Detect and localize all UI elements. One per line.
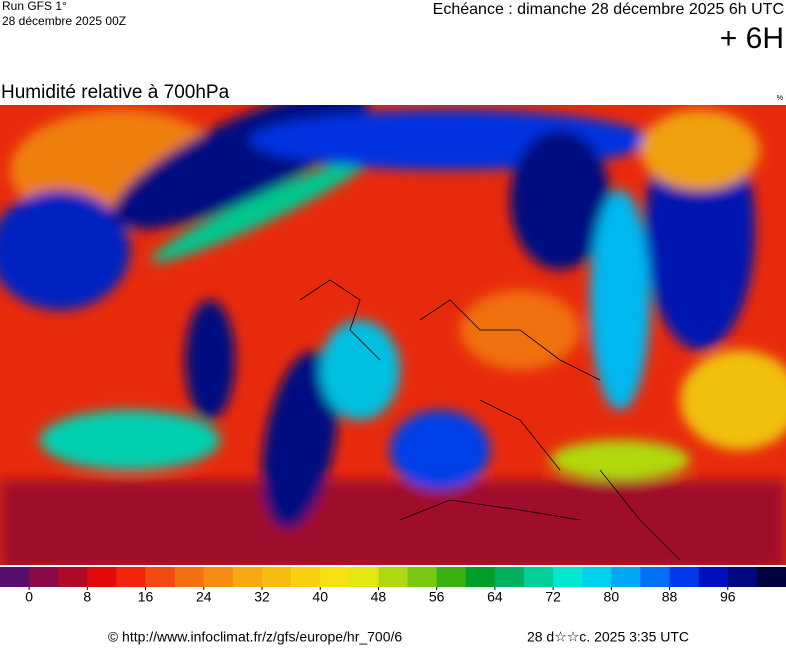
run-label: Run GFS 1° <box>2 0 67 13</box>
color-swatch <box>0 567 30 587</box>
color-swatch <box>203 567 234 587</box>
color-swatch <box>291 567 321 587</box>
run-date: 28 décembre 2025 00Z <box>2 14 126 28</box>
color-swatch <box>58 567 88 587</box>
color-swatch <box>116 567 147 587</box>
lead-time: + 6H <box>720 22 784 55</box>
tick-label: 0 <box>25 589 33 605</box>
source: © http://www.infoclimat.fr/z/gfs/europe/… <box>108 629 403 645</box>
tick-label: 24 <box>196 589 212 605</box>
color-swatch <box>349 567 379 587</box>
tick-label: 88 <box>662 589 678 605</box>
color-swatch <box>378 567 409 587</box>
colorbar: 0 8 16 24 32 40 48 56 64 72 80 88 96 <box>0 567 786 605</box>
color-swatch <box>465 567 496 587</box>
color-swatch <box>29 567 59 587</box>
color-swatch <box>553 567 583 587</box>
tick-label: 40 <box>312 589 328 605</box>
tick-label: 56 <box>429 589 445 605</box>
color-swatch <box>320 567 350 587</box>
color-swatch <box>524 567 554 587</box>
color-swatch <box>698 567 729 587</box>
color-swatch <box>407 567 438 587</box>
tick-label: 32 <box>254 589 270 605</box>
color-swatch <box>87 567 117 587</box>
valid-time: Echéance : dimanche 28 décembre 2025 6h … <box>433 1 784 18</box>
unit: % <box>777 95 783 102</box>
map-title: Humidité relative à 700hPa <box>1 82 230 103</box>
color-swatch <box>174 567 205 587</box>
generated: 28 d☆☆c. 2025 3:35 UTC <box>527 629 689 645</box>
humidity-map <box>0 105 786 565</box>
color-swatch <box>640 567 671 587</box>
color-swatch <box>582 567 612 587</box>
color-swatch <box>436 567 467 587</box>
tick-label: 64 <box>487 589 503 605</box>
tick-label: 16 <box>138 589 154 605</box>
tick-label: 72 <box>545 589 561 605</box>
tick-label: 80 <box>604 589 620 605</box>
color-swatch <box>262 567 292 587</box>
tick-label: 96 <box>720 589 736 605</box>
color-swatch <box>669 567 700 587</box>
color-swatch <box>494 567 525 587</box>
color-swatch <box>145 567 176 587</box>
tick-label: 8 <box>83 589 91 605</box>
color-swatch <box>727 567 758 587</box>
color-swatch <box>232 567 263 587</box>
color-swatch <box>756 567 786 587</box>
tick-label: 48 <box>371 589 387 605</box>
color-swatch <box>611 567 641 587</box>
